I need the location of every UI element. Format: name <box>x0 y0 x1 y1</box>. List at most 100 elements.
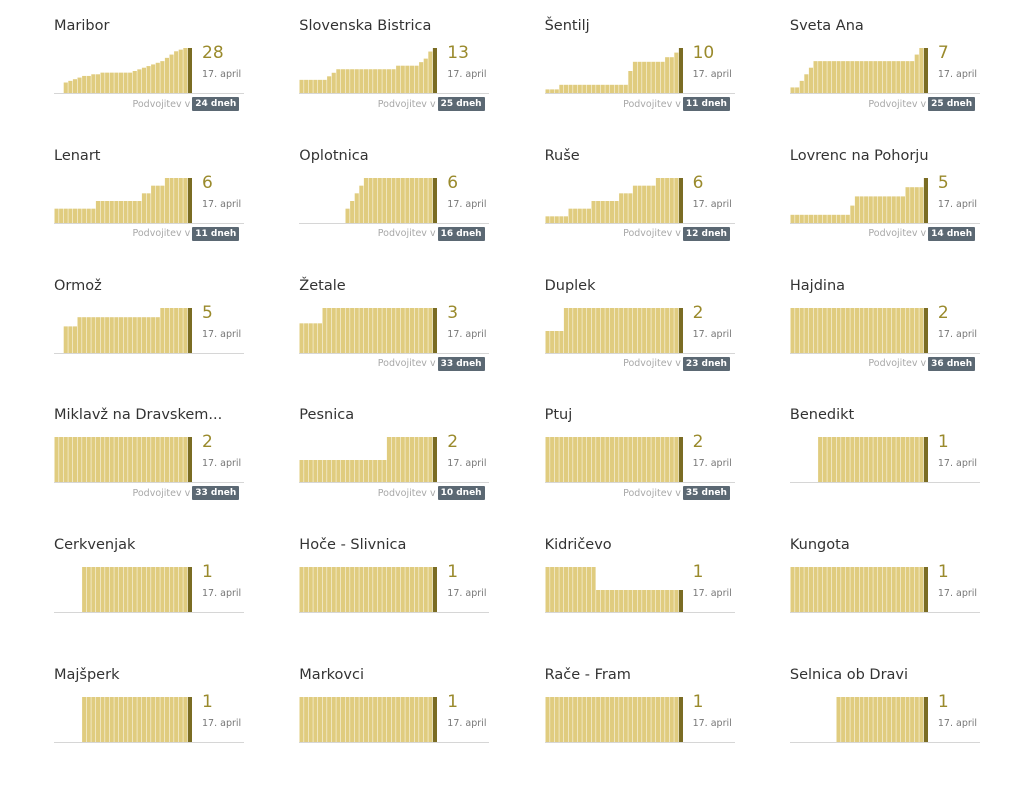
bar <box>595 590 600 614</box>
bar <box>914 186 919 224</box>
municipality-panel: Miklavž na Dravskem... 2 17. april Podvojit… <box>54 407 299 537</box>
bar <box>396 437 401 484</box>
bar <box>558 330 563 354</box>
case-count: 6 <box>447 172 459 193</box>
bar <box>604 84 609 94</box>
bar <box>650 590 655 614</box>
bar <box>618 437 623 484</box>
bar <box>183 48 188 94</box>
bar <box>845 61 850 94</box>
bar <box>354 193 360 224</box>
bar <box>428 437 433 484</box>
bar <box>155 696 160 743</box>
municipality-panel: Kidričevo 1 17. april <box>544 537 790 667</box>
bar <box>882 696 887 743</box>
bar <box>600 307 605 354</box>
bar <box>660 696 665 743</box>
bar <box>817 567 823 614</box>
bar <box>822 307 827 354</box>
bar <box>160 61 165 94</box>
bar <box>405 567 410 614</box>
bar <box>794 307 800 354</box>
latest-bar <box>433 567 438 614</box>
municipality-panel: Benedikt 1 17. april <box>789 407 1024 537</box>
bar <box>900 437 905 484</box>
bar <box>128 437 133 484</box>
bar <box>304 460 309 484</box>
latest-bar <box>187 437 192 484</box>
bar <box>673 52 678 94</box>
bar <box>595 696 600 743</box>
bar <box>877 61 882 94</box>
bar <box>308 567 314 614</box>
doubling-info: Podvojitev v 14 dneh <box>868 226 976 241</box>
bar <box>808 307 813 354</box>
doubling-badge: 23 dneh <box>682 356 730 371</box>
municipality-name: Kungota <box>789 537 850 554</box>
bar <box>63 325 68 354</box>
bar <box>558 437 563 484</box>
date-label: 17. april <box>937 198 978 210</box>
bar <box>914 307 919 354</box>
date-label: 17. april <box>692 458 732 470</box>
date-label: 17. april <box>202 717 242 729</box>
doubling-badge: 16 dneh <box>437 226 485 241</box>
bar <box>604 200 609 224</box>
bar <box>632 185 637 224</box>
bar <box>822 214 827 224</box>
bar <box>419 307 424 354</box>
bar <box>581 307 586 354</box>
bar <box>146 66 151 94</box>
bar <box>354 69 360 94</box>
bar <box>391 696 396 743</box>
bar-chart <box>54 696 244 743</box>
bar <box>873 196 878 224</box>
bar <box>632 696 637 743</box>
bar <box>63 82 68 94</box>
bar-chart <box>54 177 244 224</box>
bar <box>410 177 415 224</box>
bar <box>591 84 596 94</box>
bar <box>327 307 332 354</box>
doubling-label: Podvojitev v <box>377 358 436 370</box>
bar <box>650 61 655 94</box>
bar <box>77 208 82 224</box>
bar <box>391 437 396 484</box>
bar <box>359 460 364 484</box>
date-label: 17. april <box>202 458 242 470</box>
date-label: 17. april <box>202 198 242 210</box>
doubling-label: Podvojitev v <box>623 487 681 499</box>
latest-bar <box>433 307 438 354</box>
bar <box>410 437 415 484</box>
bar <box>77 316 82 354</box>
bar <box>850 567 855 614</box>
bar <box>863 61 869 94</box>
bar-chart <box>54 307 244 354</box>
bar <box>891 696 896 743</box>
municipality-panel: Ruše 6 17. april Podvojitev v 12 dneh <box>544 148 790 278</box>
bar <box>137 567 142 614</box>
bar <box>627 71 632 94</box>
bar <box>105 72 110 94</box>
bar <box>563 567 568 614</box>
bar <box>82 208 87 224</box>
municipality-name: Slovenska Bistrica <box>299 18 432 34</box>
bar <box>549 216 554 224</box>
bar <box>919 48 924 94</box>
case-count: 1 <box>692 691 704 712</box>
municipality-name: Ormož <box>54 277 102 294</box>
municipality-panel: Cerkvenjak 1 17. april <box>54 537 299 667</box>
bar <box>68 80 73 94</box>
bar <box>151 437 156 484</box>
bar <box>558 84 563 94</box>
municipality-panel: Pesnica 2 17. april Podvojitev v 10 dneh <box>299 407 544 537</box>
doubling-badge: 35 dneh <box>682 486 730 501</box>
bar <box>118 200 123 224</box>
bar <box>141 696 146 743</box>
bar <box>72 208 77 224</box>
bar <box>345 307 350 354</box>
bar <box>554 216 559 224</box>
latest-bar <box>433 177 438 224</box>
bar <box>308 460 314 484</box>
bar <box>900 61 905 94</box>
